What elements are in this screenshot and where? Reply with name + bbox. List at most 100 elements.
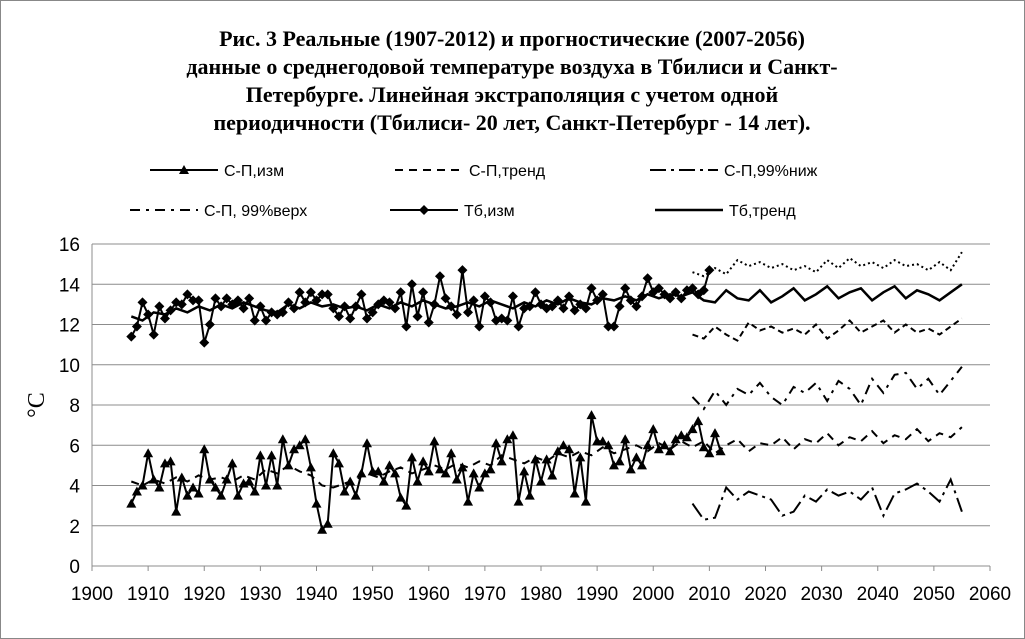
marker [524,490,535,500]
marker [608,321,619,332]
marker [294,287,305,298]
marker [614,301,625,312]
marker [687,283,698,294]
marker [373,466,384,476]
marker [479,291,490,302]
marker [384,297,395,308]
legend-label: С-П,изм [224,163,284,180]
marker [418,456,429,466]
marker [704,448,715,458]
marker [255,450,266,460]
marker [614,456,625,466]
marker [423,317,434,328]
marker [406,452,417,462]
x-tick-label: 2040 [857,584,899,605]
marker [339,486,350,496]
marker [451,474,462,484]
marker [580,496,591,506]
marker [530,454,541,464]
marker [193,295,204,306]
marker [670,434,681,444]
marker [182,490,193,500]
y-tick-label: 2 [69,517,80,538]
marker [603,440,614,450]
y-tick-label: 8 [69,396,80,417]
marker [665,446,676,456]
marker [199,337,210,348]
legend-label: С-П,тренд [469,163,546,180]
marker [216,301,227,312]
marker [429,436,440,446]
marker [317,289,328,300]
marker [541,454,552,464]
marker [519,466,530,476]
marker [434,271,445,282]
marker [547,470,558,480]
marker [406,279,417,290]
marker [412,476,423,486]
marker [311,498,322,508]
marker [552,446,563,456]
marker [698,285,709,296]
y-tick-label: 0 [69,557,80,578]
marker [244,293,255,304]
marker [193,488,204,498]
series-line [691,366,963,411]
marker [176,472,187,482]
x-tick-label: 1990 [576,584,618,605]
marker [232,490,243,500]
marker [440,468,451,478]
marker [496,456,507,466]
marker [362,313,373,324]
marker [159,313,170,324]
marker [260,480,271,490]
marker [659,440,670,450]
marker [620,283,631,294]
marker [637,460,648,470]
marker [536,476,546,486]
marker [221,293,232,304]
x-tick-label: 1970 [464,584,506,605]
marker [474,321,485,332]
marker [558,440,569,450]
marker [446,448,457,458]
marker [419,205,429,215]
marker [418,287,429,298]
marker [277,434,288,444]
marker [681,432,692,442]
marker [676,430,687,440]
legend-label: С-П,99%ниж [724,163,818,180]
marker [463,496,474,506]
marker [143,448,154,458]
x-tick-label: 2010 [688,584,730,605]
marker [272,480,283,490]
marker [597,436,608,446]
marker [333,311,344,322]
marker [513,496,524,506]
x-tick-label: 1940 [295,584,337,605]
marker [698,442,709,452]
marker [165,456,176,466]
marker [642,440,653,450]
x-tick-label: 1980 [520,584,562,605]
x-tick-label: 1930 [239,584,281,605]
y-tick-label: 14 [59,275,81,296]
marker [502,434,513,444]
marker [179,165,189,174]
chart-title: Петербурге. Линейная экстраполяция с уче… [246,82,779,107]
x-tick-label: 2020 [744,584,786,605]
marker [148,329,159,340]
legend-label: Тб,тренд [729,203,796,220]
y-tick-label: 4 [69,477,80,498]
marker [457,265,468,276]
marker [580,303,591,314]
marker [451,309,462,320]
marker [328,448,339,458]
marker [395,287,406,298]
legend-label: С-П, 99%верх [204,203,307,220]
marker [345,313,356,324]
marker [401,500,412,510]
marker [322,289,333,300]
